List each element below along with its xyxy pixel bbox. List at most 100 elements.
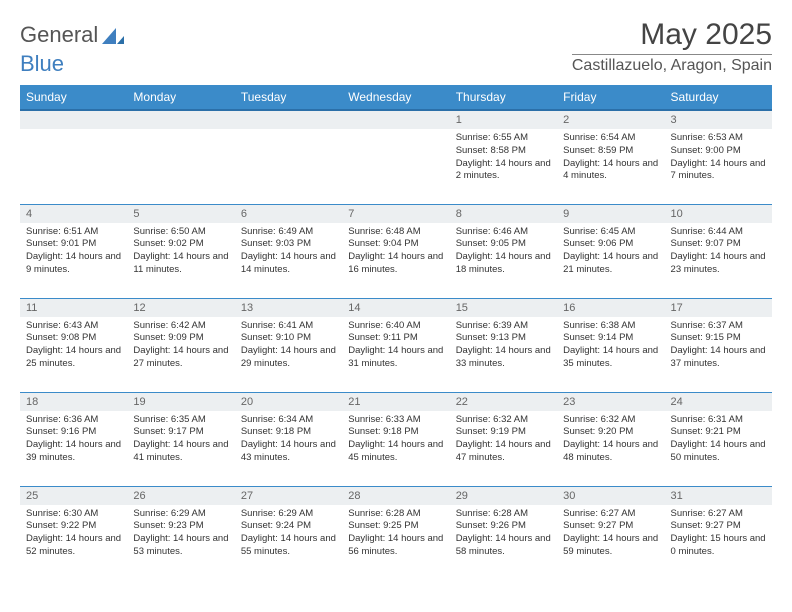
- daylight-text: Daylight: 14 hours and 29 minutes.: [241, 345, 336, 371]
- sunset-text: Sunset: 9:19 PM: [456, 426, 551, 439]
- daylight-text: Daylight: 14 hours and 16 minutes.: [348, 251, 443, 277]
- daylight-text: Daylight: 14 hours and 55 minutes.: [241, 533, 336, 559]
- day-details: Sunrise: 6:54 AMSunset: 8:59 PMDaylight:…: [557, 129, 664, 186]
- sunrise-text: Sunrise: 6:31 AM: [671, 414, 766, 427]
- sunset-text: Sunset: 9:05 PM: [456, 238, 551, 251]
- daylight-text: Daylight: 14 hours and 50 minutes.: [671, 439, 766, 465]
- calendar-cell: 5Sunrise: 6:50 AMSunset: 9:02 PMDaylight…: [127, 204, 234, 298]
- day-number: [235, 111, 342, 129]
- sunrise-text: Sunrise: 6:46 AM: [456, 226, 551, 239]
- sunrise-text: Sunrise: 6:53 AM: [671, 132, 766, 145]
- logo-text-2: Blue: [20, 51, 772, 77]
- calendar-cell: [127, 110, 234, 204]
- sunset-text: Sunset: 9:27 PM: [671, 520, 766, 533]
- sunset-text: Sunset: 9:15 PM: [671, 332, 766, 345]
- calendar-cell: 17Sunrise: 6:37 AMSunset: 9:15 PMDayligh…: [665, 298, 772, 392]
- daylight-text: Daylight: 14 hours and 9 minutes.: [26, 251, 121, 277]
- calendar-cell: 6Sunrise: 6:49 AMSunset: 9:03 PMDaylight…: [235, 204, 342, 298]
- day-details: Sunrise: 6:43 AMSunset: 9:08 PMDaylight:…: [20, 317, 127, 374]
- day-details: Sunrise: 6:39 AMSunset: 9:13 PMDaylight:…: [450, 317, 557, 374]
- calendar-cell: 21Sunrise: 6:33 AMSunset: 9:18 PMDayligh…: [342, 392, 449, 486]
- sunrise-text: Sunrise: 6:29 AM: [241, 508, 336, 521]
- sunset-text: Sunset: 9:27 PM: [563, 520, 658, 533]
- day-number: 8: [450, 205, 557, 223]
- daylight-text: Daylight: 14 hours and 37 minutes.: [671, 345, 766, 371]
- sunset-text: Sunset: 8:59 PM: [563, 145, 658, 158]
- sunrise-text: Sunrise: 6:27 AM: [563, 508, 658, 521]
- sunrise-text: Sunrise: 6:45 AM: [563, 226, 658, 239]
- day-number: 31: [665, 487, 772, 505]
- day-number: [127, 111, 234, 129]
- calendar-cell: 22Sunrise: 6:32 AMSunset: 9:19 PMDayligh…: [450, 392, 557, 486]
- calendar-cell: 12Sunrise: 6:42 AMSunset: 9:09 PMDayligh…: [127, 298, 234, 392]
- day-details: Sunrise: 6:48 AMSunset: 9:04 PMDaylight:…: [342, 223, 449, 280]
- day-number: 24: [665, 393, 772, 411]
- calendar-table: Sunday Monday Tuesday Wednesday Thursday…: [20, 85, 772, 580]
- daylight-text: Daylight: 14 hours and 39 minutes.: [26, 439, 121, 465]
- calendar-cell: 7Sunrise: 6:48 AMSunset: 9:04 PMDaylight…: [342, 204, 449, 298]
- day-details: Sunrise: 6:55 AMSunset: 8:58 PMDaylight:…: [450, 129, 557, 186]
- day-number: [342, 111, 449, 129]
- day-number: 23: [557, 393, 664, 411]
- calendar-cell: [20, 110, 127, 204]
- sunrise-text: Sunrise: 6:48 AM: [348, 226, 443, 239]
- weekday-header-row: Sunday Monday Tuesday Wednesday Thursday…: [20, 85, 772, 110]
- day-number: 4: [20, 205, 127, 223]
- calendar-cell: 27Sunrise: 6:29 AMSunset: 9:24 PMDayligh…: [235, 486, 342, 580]
- sunrise-text: Sunrise: 6:29 AM: [133, 508, 228, 521]
- daylight-text: Daylight: 14 hours and 21 minutes.: [563, 251, 658, 277]
- sunrise-text: Sunrise: 6:37 AM: [671, 320, 766, 333]
- day-details: Sunrise: 6:42 AMSunset: 9:09 PMDaylight:…: [127, 317, 234, 374]
- day-number: 10: [665, 205, 772, 223]
- day-number: 9: [557, 205, 664, 223]
- sunrise-text: Sunrise: 6:36 AM: [26, 414, 121, 427]
- calendar-row: 25Sunrise: 6:30 AMSunset: 9:22 PMDayligh…: [20, 486, 772, 580]
- day-number: 12: [127, 299, 234, 317]
- day-number: 7: [342, 205, 449, 223]
- day-details: Sunrise: 6:37 AMSunset: 9:15 PMDaylight:…: [665, 317, 772, 374]
- calendar-cell: 23Sunrise: 6:32 AMSunset: 9:20 PMDayligh…: [557, 392, 664, 486]
- sunset-text: Sunset: 9:03 PM: [241, 238, 336, 251]
- sunset-text: Sunset: 9:26 PM: [456, 520, 551, 533]
- daylight-text: Daylight: 14 hours and 31 minutes.: [348, 345, 443, 371]
- sunset-text: Sunset: 9:20 PM: [563, 426, 658, 439]
- calendar-cell: 25Sunrise: 6:30 AMSunset: 9:22 PMDayligh…: [20, 486, 127, 580]
- sunset-text: Sunset: 9:25 PM: [348, 520, 443, 533]
- sunrise-text: Sunrise: 6:30 AM: [26, 508, 121, 521]
- sunset-text: Sunset: 9:01 PM: [26, 238, 121, 251]
- sunset-text: Sunset: 9:24 PM: [241, 520, 336, 533]
- calendar-cell: 29Sunrise: 6:28 AMSunset: 9:26 PMDayligh…: [450, 486, 557, 580]
- day-number: 20: [235, 393, 342, 411]
- day-number: 16: [557, 299, 664, 317]
- day-details: Sunrise: 6:32 AMSunset: 9:20 PMDaylight:…: [557, 411, 664, 468]
- day-number: 27: [235, 487, 342, 505]
- sunset-text: Sunset: 9:17 PM: [133, 426, 228, 439]
- daylight-text: Daylight: 14 hours and 2 minutes.: [456, 158, 551, 184]
- sunrise-text: Sunrise: 6:43 AM: [26, 320, 121, 333]
- daylight-text: Daylight: 14 hours and 53 minutes.: [133, 533, 228, 559]
- day-number: 19: [127, 393, 234, 411]
- sunset-text: Sunset: 9:14 PM: [563, 332, 658, 345]
- daylight-text: Daylight: 14 hours and 4 minutes.: [563, 158, 658, 184]
- day-details: Sunrise: 6:27 AMSunset: 9:27 PMDaylight:…: [665, 505, 772, 562]
- day-details: Sunrise: 6:46 AMSunset: 9:05 PMDaylight:…: [450, 223, 557, 280]
- logo: General: [20, 18, 126, 48]
- sunset-text: Sunset: 9:04 PM: [348, 238, 443, 251]
- calendar-cell: 26Sunrise: 6:29 AMSunset: 9:23 PMDayligh…: [127, 486, 234, 580]
- day-details: Sunrise: 6:50 AMSunset: 9:02 PMDaylight:…: [127, 223, 234, 280]
- sunset-text: Sunset: 8:58 PM: [456, 145, 551, 158]
- weekday-header: Tuesday: [235, 85, 342, 110]
- sunset-text: Sunset: 9:16 PM: [26, 426, 121, 439]
- day-details: Sunrise: 6:29 AMSunset: 9:24 PMDaylight:…: [235, 505, 342, 562]
- sunrise-text: Sunrise: 6:50 AM: [133, 226, 228, 239]
- day-details: Sunrise: 6:31 AMSunset: 9:21 PMDaylight:…: [665, 411, 772, 468]
- calendar-cell: 14Sunrise: 6:40 AMSunset: 9:11 PMDayligh…: [342, 298, 449, 392]
- day-details: Sunrise: 6:28 AMSunset: 9:25 PMDaylight:…: [342, 505, 449, 562]
- calendar-cell: 4Sunrise: 6:51 AMSunset: 9:01 PMDaylight…: [20, 204, 127, 298]
- weekday-header: Saturday: [665, 85, 772, 110]
- daylight-text: Daylight: 14 hours and 59 minutes.: [563, 533, 658, 559]
- day-number: 3: [665, 111, 772, 129]
- logo-triangle-icon: [102, 26, 124, 44]
- calendar-cell: [235, 110, 342, 204]
- day-number: 17: [665, 299, 772, 317]
